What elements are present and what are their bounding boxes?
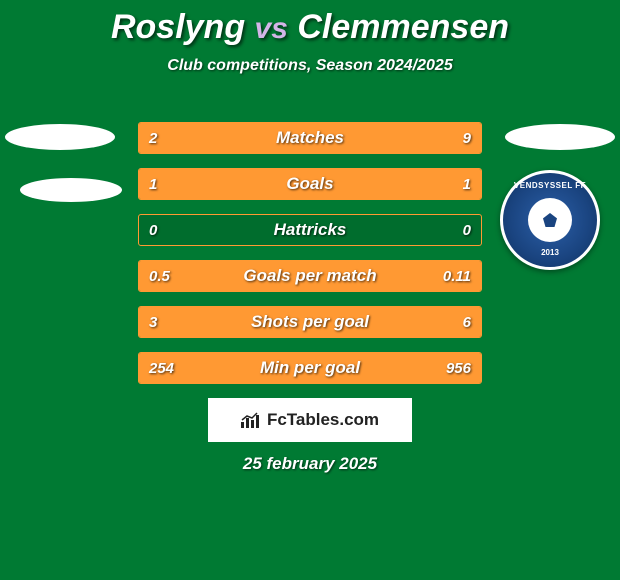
stat-value-right: 6: [463, 307, 471, 337]
stat-row: 254Min per goal956: [138, 352, 482, 384]
stat-label: Min per goal: [139, 353, 481, 383]
stat-label: Goals per match: [139, 261, 481, 291]
stat-value-right: 1: [463, 169, 471, 199]
stat-label: Hattricks: [139, 215, 481, 245]
stat-label: Goals: [139, 169, 481, 199]
vs-text: vs: [255, 12, 288, 45]
stat-row: 0.5Goals per match0.11: [138, 260, 482, 292]
fctables-logo: FcTables.com: [208, 398, 412, 442]
player1-photo-placeholder: [5, 124, 115, 150]
stat-value-right: 9: [463, 123, 471, 153]
stat-row: 2Matches9: [138, 122, 482, 154]
player1-club-placeholder: [20, 178, 122, 202]
date-text: 25 february 2025: [0, 454, 620, 474]
player2-club-badge: VENDSYSSEL FF 2013: [500, 170, 600, 270]
stat-row: 3Shots per goal6: [138, 306, 482, 338]
stat-value-right: 956: [446, 353, 471, 383]
subtitle: Club competitions, Season 2024/2025: [0, 57, 620, 75]
stat-label: Shots per goal: [139, 307, 481, 337]
stat-label: Matches: [139, 123, 481, 153]
player2-name: Clemmensen: [297, 8, 509, 46]
badge-ball-icon: [520, 190, 580, 250]
logo-text: FcTables.com: [267, 410, 379, 430]
comparison-card: Roslyng vs Clemmensen Club competitions,…: [0, 0, 620, 580]
stats-table: 2Matches9 1Goals1 0Hattricks0 0.5Goals per …: [138, 122, 482, 398]
badge-club-name: VENDSYSSEL FF: [503, 181, 597, 190]
stat-row: 1Goals1: [138, 168, 482, 200]
stat-value-right: 0.11: [443, 261, 471, 291]
player1-name: Roslyng: [111, 8, 245, 46]
stat-row: 0Hattricks0: [138, 214, 482, 246]
main-title: Roslyng vs Clemmensen: [0, 0, 620, 47]
stat-value-right: 0: [463, 215, 471, 245]
player2-photo-placeholder: [505, 124, 615, 150]
chart-icon: [241, 412, 261, 428]
badge-year: 2013: [503, 248, 597, 257]
